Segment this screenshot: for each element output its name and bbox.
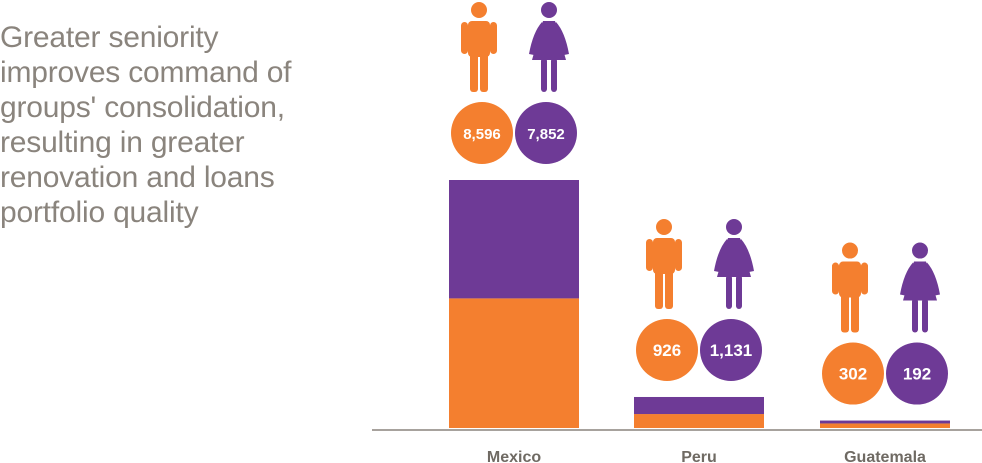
- value-label-women-peru: 1,131: [710, 341, 753, 360]
- man-icon: [646, 218, 682, 309]
- value-circle-men-guatemala: [822, 342, 884, 405]
- bar-men-mexico: [449, 298, 579, 428]
- headline: Greater seniority improves command of gr…: [0, 21, 292, 229]
- value-label-men-guatemala: 302: [839, 365, 867, 384]
- value-label-women-guatemala: 192: [903, 365, 931, 384]
- bar-men-guatemala: [820, 423, 950, 428]
- bar-women-peru: [634, 396, 764, 415]
- man-icon: [832, 242, 868, 333]
- value-circle-men-mexico: [451, 102, 513, 164]
- woman-icon: [529, 2, 569, 92]
- category-label-peru: Peru: [681, 449, 717, 463]
- value-label-men-mexico: 8,596: [463, 126, 501, 143]
- value-circle-women-peru: [700, 318, 762, 381]
- value-circle-women-mexico: [515, 102, 577, 164]
- bar-women-mexico: [449, 180, 579, 299]
- value-circle-men-peru: [636, 318, 698, 381]
- value-circle-women-guatemala: [886, 342, 948, 405]
- woman-icon: [714, 218, 754, 309]
- woman-icon: [900, 242, 940, 333]
- category-label-mexico: Mexico: [487, 449, 541, 463]
- bar-women-guatemala: [820, 420, 950, 424]
- icons-layer: [461, 2, 940, 333]
- bars-layer: [449, 180, 950, 428]
- bar-men-peru: [634, 414, 764, 428]
- category-labels-layer: Mexico Peru Guatemala: [487, 449, 926, 463]
- value-circles-layer: 8,596 7,852 926 1,131 302 192: [451, 102, 948, 405]
- value-label-men-peru: 926: [653, 341, 681, 360]
- man-icon: [461, 2, 497, 92]
- category-label-guatemala: Guatemala: [844, 449, 926, 463]
- value-label-women-mexico: 7,852: [527, 126, 565, 143]
